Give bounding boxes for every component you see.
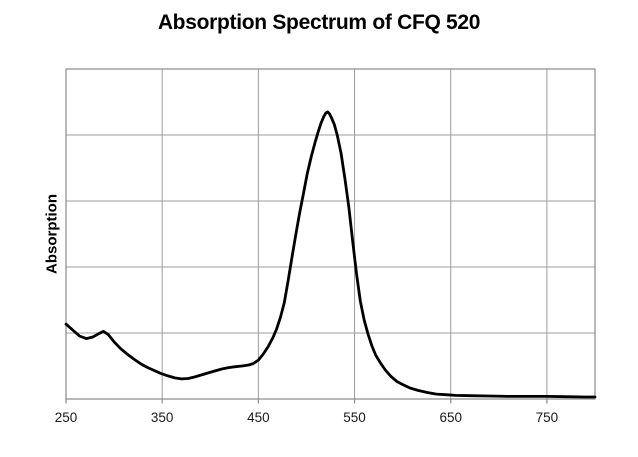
absorption-curve	[64, 110, 597, 399]
x-tick-label: 350	[151, 410, 174, 425]
plot-border	[65, 68, 596, 400]
chart-title: Absorption Spectrum of CFQ 520	[157, 11, 481, 34]
x-tick-label: 250	[55, 410, 78, 425]
x-tick-label: 750	[536, 410, 559, 425]
x-tick-label: 550	[343, 410, 366, 425]
x-tick-label: 450	[247, 410, 270, 425]
x-tick-label: 650	[439, 410, 462, 425]
